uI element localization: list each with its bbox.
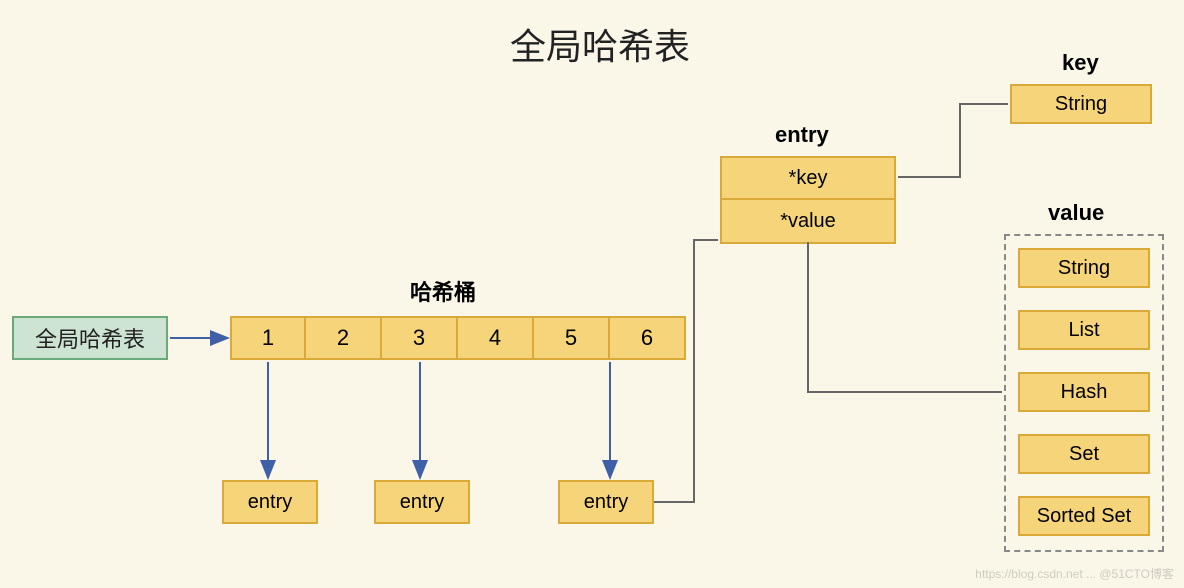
key-label: key [1062,50,1099,76]
value-type-box: Set [1018,434,1150,474]
bucket-cell: 3 [382,316,458,360]
watermark: https://blog.csdn.net ... @51CTO博客 [975,565,1174,582]
bucket-cell: 1 [230,316,306,360]
value-type-box: List [1018,310,1150,350]
entry-struct-row: *key [722,158,894,200]
diagram-canvas: 全局哈希表 全局哈希表 哈希桶 123456 entry *key*value … [0,0,1184,588]
global-hash-table-label: 全局哈希表 [35,322,145,354]
bucket-cell: 5 [534,316,610,360]
entry-box: entry [222,480,318,524]
value-type-box: Hash [1018,372,1150,412]
bucket-cell: 6 [610,316,686,360]
entry-struct-row: *value [722,200,894,242]
value-label: value [1048,200,1104,226]
value-type-box: String [1018,248,1150,288]
entry-struct-label: entry [775,122,829,148]
hash-bucket-row: 123456 [230,316,686,360]
global-hash-table-box: 全局哈希表 [12,316,168,360]
bucket-cell: 4 [458,316,534,360]
entry-struct-box: *key*value [720,156,896,244]
key-type-box: String [1010,84,1152,124]
key-type-text: String [1055,93,1107,116]
page-title: 全局哈希表 [450,18,750,70]
hash-bucket-label: 哈希桶 [410,275,476,307]
bucket-cell: 2 [306,316,382,360]
entry-box: entry [374,480,470,524]
value-type-box: Sorted Set [1018,496,1150,536]
entry-box: entry [558,480,654,524]
